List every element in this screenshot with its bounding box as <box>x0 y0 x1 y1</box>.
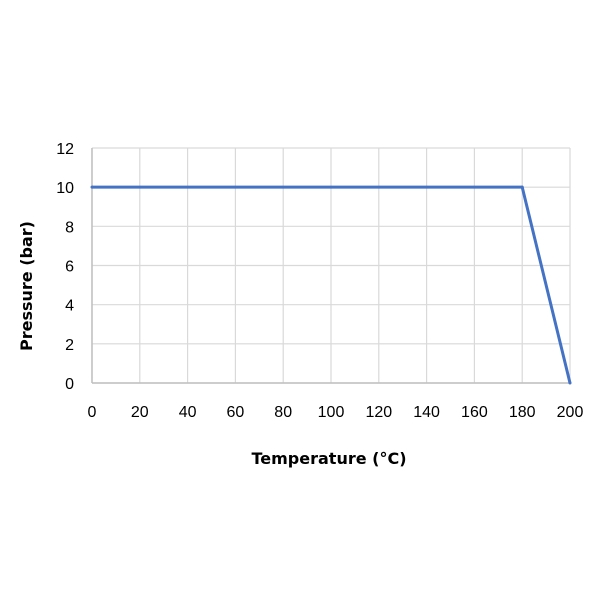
y-tick-label-4: 4 <box>65 298 74 315</box>
x-tick-label-200: 200 <box>557 404 584 421</box>
y-tick-label-2: 2 <box>65 337 74 354</box>
x-tick-label-20: 20 <box>131 404 149 421</box>
y-tick-label-6: 6 <box>65 259 74 276</box>
x-tick-label-100: 100 <box>318 404 345 421</box>
data-point-0-2 <box>568 381 572 385</box>
data-point-0-1 <box>520 185 524 189</box>
x-tick-label-80: 80 <box>274 404 292 421</box>
data-point-0-0 <box>90 185 94 189</box>
x-tick-label-120: 120 <box>365 404 392 421</box>
x-tick-label-180: 180 <box>509 404 536 421</box>
x-axis-title: Temperature (°C) <box>251 449 406 468</box>
x-tick-label-40: 40 <box>179 404 197 421</box>
y-tick-label-12: 12 <box>56 141 74 158</box>
x-tick-label-140: 140 <box>413 404 440 421</box>
y-axis-title: Pressure (bar) <box>17 221 36 351</box>
y-tick-label-10: 10 <box>56 180 74 197</box>
y-tick-labels: 0 2 4 6 8 10 12 <box>56 141 74 393</box>
grid-lines <box>91 147 571 384</box>
y-tick-label-0: 0 <box>65 376 74 393</box>
x-tick-labels: 0 20 40 60 80 100 120 140 160 180 200 <box>88 404 584 421</box>
series-layer <box>90 185 572 385</box>
y-tick-label-8: 8 <box>65 219 74 236</box>
x-tick-label-0: 0 <box>88 404 97 421</box>
x-tick-label-160: 160 <box>461 404 488 421</box>
x-tick-label-60: 60 <box>227 404 245 421</box>
